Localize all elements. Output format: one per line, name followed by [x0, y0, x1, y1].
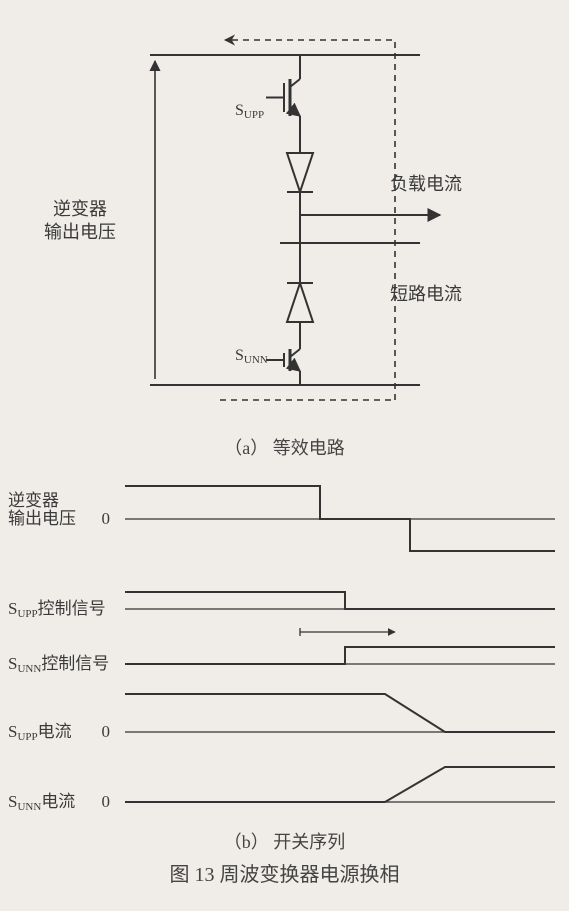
svg-text:SUPP控制信号: SUPP控制信号 — [8, 599, 106, 620]
caption-b: （b） 开关序列 — [0, 828, 569, 854]
svg-text:0: 0 — [102, 792, 111, 811]
svg-text:SUPP: SUPP — [235, 102, 264, 121]
svg-text:输出电压: 输出电压 — [44, 222, 116, 242]
svg-text:0: 0 — [102, 722, 111, 741]
circuit-diagram: 逆变器输出电压 负载电流短路电流 SUPP SUNN — [0, 0, 569, 430]
svg-text:输出电压: 输出电压 — [8, 509, 76, 528]
caption-a: （a） 等效电路 — [0, 434, 569, 460]
figure-title: 图 13 周波变换器电源换相 — [0, 858, 569, 887]
svg-text:逆变器: 逆变器 — [53, 199, 107, 219]
svg-text:逆变器: 逆变器 — [8, 491, 59, 510]
svg-text:0: 0 — [102, 509, 111, 528]
svg-text:SUPP电流: SUPP电流 — [8, 722, 72, 743]
svg-text:短路电流: 短路电流 — [390, 284, 462, 304]
svg-text:SUNN: SUNN — [235, 347, 268, 366]
waveform-diagram: 逆变器输出电压 0 SUPP控制信号 SUNN控制信号 SUPP电流 0 SUNN电流 0 — [0, 464, 569, 824]
svg-text:SUNN控制信号: SUNN控制信号 — [8, 654, 109, 675]
svg-text:SUNN电流: SUNN电流 — [8, 792, 75, 813]
svg-text:负载电流: 负载电流 — [390, 174, 462, 194]
